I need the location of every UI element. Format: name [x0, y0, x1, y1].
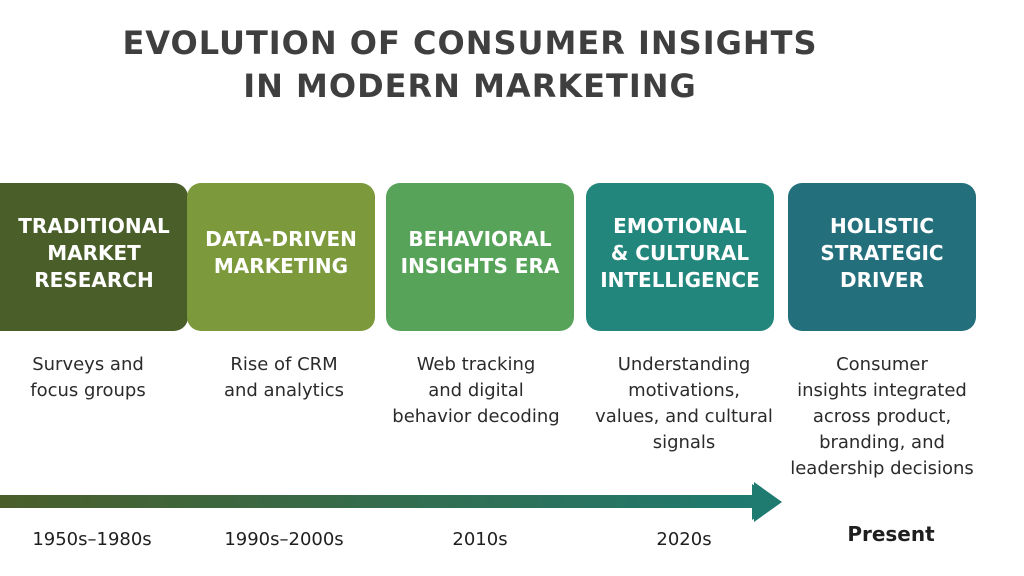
timeline-arrow: [0, 482, 782, 522]
title-line-1: EVOLUTION OF CONSUMER INSIGHTS: [122, 24, 818, 62]
stage-box-traditional-market-research: TRADITIONAL MARKET RESEARCH: [0, 183, 188, 331]
period-label-2010s: 2010s: [452, 529, 508, 550]
stage-box-data-driven-marketing: DATA-DRIVEN MARKETING: [187, 183, 375, 331]
stage-box-emotional-cultural-intelligence: EMOTIONAL & CULTURAL INTELLIGENCE: [586, 183, 774, 331]
stage-box-behavioral-insights-era: BEHAVIORAL INSIGHTS ERA: [386, 183, 574, 331]
period-label-present: Present: [847, 522, 935, 546]
period-label-2020s: 2020s: [656, 529, 712, 550]
period-label-1950s-1980s: 1950s–1980s: [32, 529, 152, 550]
timeline-arrow-shaft: [0, 495, 762, 508]
stage-description-behavioral: Web tracking and digital behavior decodi…: [392, 354, 560, 427]
stage-description-data-driven: Rise of CRM and analytics: [223, 354, 345, 401]
stage-description-traditional: Surveys and focus groups: [30, 354, 146, 401]
stage-description-holistic: Consumer insights integrated across prod…: [790, 354, 974, 479]
period-label-1990s-2000s: 1990s–2000s: [224, 529, 344, 550]
stage-description-emotional-cultural: Understanding motivations, values, and c…: [595, 354, 773, 453]
page-title: EVOLUTION OF CONSUMER INSIGHTS IN MODERN…: [0, 22, 940, 108]
stage-box-holistic-strategic-driver: HOLISTIC STRATEGIC DRIVER: [788, 183, 976, 331]
timeline-arrow-head-fill: [752, 484, 781, 520]
title-line-2: IN MODERN MARKETING: [243, 67, 697, 105]
